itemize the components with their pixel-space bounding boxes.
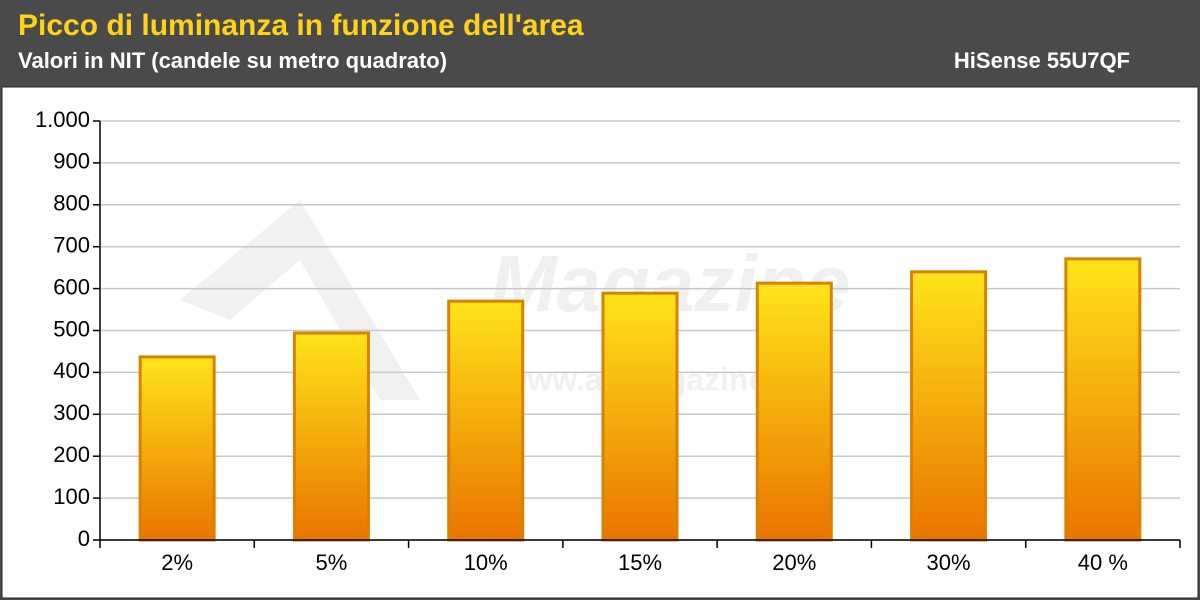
y-tick-label: 1.000 (35, 107, 90, 132)
y-tick-label: 600 (53, 274, 90, 299)
y-tick-label: 900 (53, 149, 90, 174)
x-tick-label: 2% (161, 550, 193, 575)
y-tick-label: 0 (78, 526, 90, 551)
x-tick-label: 20% (772, 550, 816, 575)
x-tick-label: 15% (618, 550, 662, 575)
y-tick-label: 200 (53, 442, 90, 467)
plot: 0 100 200 300 400 500 600 700 800 900 1.000 2% 5% 10%… (35, 107, 1181, 575)
x-tick-label: 30% (927, 550, 971, 575)
bar (910, 270, 988, 542)
y-tick-label: 800 (53, 191, 90, 216)
y-tick-label: 500 (53, 316, 90, 341)
y-tick-label: 300 (53, 400, 90, 425)
y-tick-label: 400 (53, 358, 90, 383)
x-tick-label: 10% (464, 550, 508, 575)
x-tick-label: 40 % (1078, 550, 1128, 575)
title: Picco di luminanza in funzione dell'area (18, 9, 584, 42)
x-tick-label: 5% (316, 550, 348, 575)
y-tick-label: 100 (53, 484, 90, 509)
bar (755, 281, 833, 542)
bar (138, 355, 216, 542)
subtitle: Valori in NIT (candele su metro quadrato… (18, 48, 447, 73)
model-label: HiSense 55U7QF (954, 48, 1130, 73)
bar (1064, 257, 1142, 542)
y-tick-label: 700 (53, 233, 90, 258)
bar (601, 291, 679, 542)
bar (292, 331, 370, 542)
bar (447, 299, 525, 542)
